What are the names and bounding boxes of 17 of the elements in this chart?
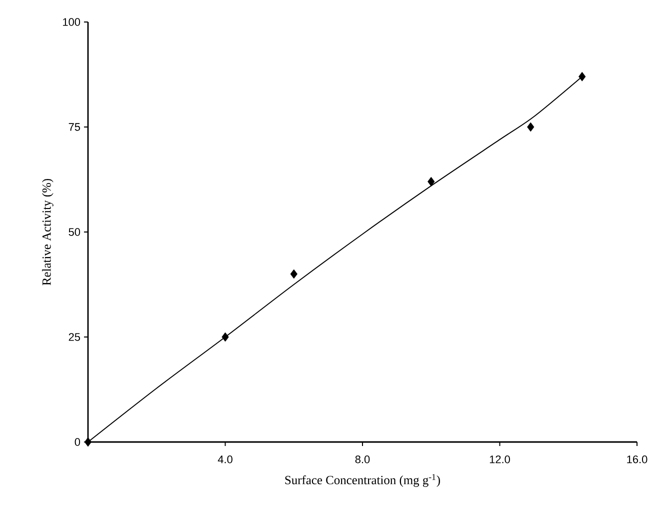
x-tick-label: 4.0	[218, 455, 232, 464]
point	[290, 269, 298, 279]
y-tick-label: 100	[63, 18, 80, 26]
y-axis-title: Relative Activity (%)	[42, 178, 54, 286]
x-tick-label: 16.0	[627, 455, 648, 464]
x-tick-label: 8.0	[355, 455, 370, 464]
y-tick-label: 25	[68, 333, 80, 341]
y-tick-label: 0	[74, 438, 80, 446]
point	[84, 437, 92, 447]
point	[527, 122, 534, 132]
y-tick-label: 75	[68, 123, 80, 131]
point	[578, 72, 586, 82]
point	[428, 176, 435, 186]
x-tick-label: 12.0	[490, 455, 510, 464]
point	[222, 332, 229, 342]
y-tick-label: 50	[68, 228, 80, 236]
x-axis-title: Surface Concentration (mg g$^{-1}$)	[285, 474, 440, 487]
